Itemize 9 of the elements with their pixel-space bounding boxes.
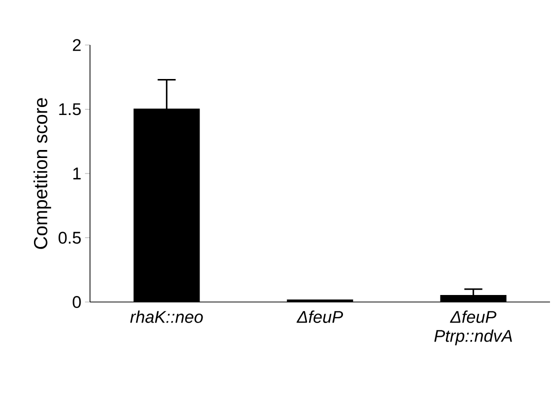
y-tick-label: 1 bbox=[73, 168, 81, 180]
y-tick-label: 0 bbox=[72, 296, 81, 308]
y-tick-label: 1.5 bbox=[59, 103, 81, 116]
x-tick-label: ΔfeuP bbox=[296, 310, 343, 323]
x-tick-label: rhaK::neo bbox=[130, 310, 203, 323]
y-tick-label: 0.5 bbox=[58, 232, 81, 244]
y-tick-label: 2 bbox=[72, 39, 81, 51]
x-tick-label: ΔfeuP Ptrp::ndvA bbox=[434, 310, 512, 346]
y-axis-title: Competition score bbox=[33, 98, 52, 249]
